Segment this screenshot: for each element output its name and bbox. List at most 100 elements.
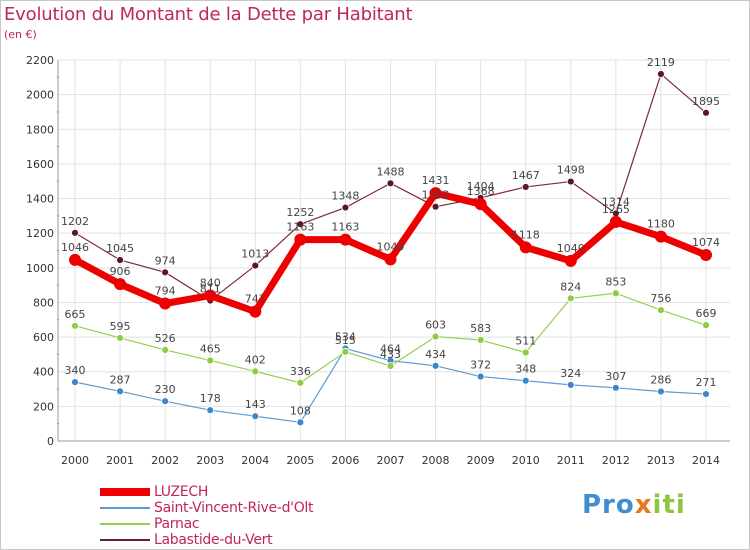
- data-labels: 340 287 230 178 143 108 534 464 434 372 348 324 307 2…: [61, 56, 720, 417]
- data-label-saint-vincent-rive-d-olt: 307: [605, 370, 626, 383]
- data-point-saint-vincent-rive-d-olt: [296, 418, 305, 427]
- data-point-saint-vincent-rive-d-olt: [476, 372, 485, 381]
- legend-swatch-saint-vincent: [100, 507, 150, 509]
- legend-label-luzech: LUZECH: [154, 484, 209, 500]
- data-label-saint-vincent-rive-d-olt: 348: [515, 363, 536, 376]
- data-label-labastide-du-vert: 1252: [286, 206, 314, 219]
- data-point-saint-vincent-rive-d-olt: [566, 380, 575, 389]
- data-point-parnac: [341, 347, 350, 356]
- data-label-luzech: 794: [155, 284, 176, 297]
- data-point-saint-vincent-rive-d-olt: [611, 383, 620, 392]
- data-point-labastide-du-vert: [341, 203, 350, 212]
- data-label-luzech: 1040: [557, 242, 585, 255]
- data-point-parnac: [431, 332, 440, 341]
- data-label-saint-vincent-rive-d-olt: 324: [560, 367, 581, 380]
- data-point-saint-vincent-rive-d-olt: [702, 390, 710, 398]
- chart-subtitle: (en €): [4, 28, 37, 41]
- data-point-saint-vincent-rive-d-olt: [116, 387, 124, 396]
- data-label-luzech: 1163: [286, 221, 314, 234]
- data-label-labastide-du-vert: 1895: [692, 95, 720, 108]
- data-point-parnac: [206, 356, 215, 365]
- data-point-luzech: [114, 278, 127, 291]
- data-label-saint-vincent-rive-d-olt: 372: [470, 359, 491, 372]
- data-point-parnac: [702, 321, 710, 330]
- data-label-parnac: 669: [696, 307, 717, 320]
- x-tick-label: 2001: [106, 454, 134, 467]
- data-label-parnac: 515: [335, 334, 356, 347]
- data-point-labastide-du-vert: [657, 70, 665, 78]
- data-point-parnac: [251, 367, 260, 376]
- logo-part-1: Pro: [582, 490, 635, 520]
- data-label-labastide-du-vert: 1467: [512, 169, 540, 182]
- data-label-luzech: 1368: [467, 185, 495, 198]
- data-label-labastide-du-vert: 1348: [331, 190, 359, 203]
- data-label-labastide-du-vert: 1488: [377, 165, 405, 178]
- data-label-luzech: 1431: [422, 174, 450, 187]
- data-point-saint-vincent-rive-d-olt: [521, 376, 530, 385]
- logo-part-2: x: [634, 490, 653, 520]
- y-tick-label: 0: [47, 435, 54, 448]
- data-point-luzech: [384, 253, 397, 266]
- data-point-labastide-du-vert: [71, 228, 79, 237]
- data-point-parnac: [476, 336, 485, 344]
- data-label-labastide-du-vert: 1404: [467, 180, 495, 193]
- legend-label-parnac: Parnac: [154, 516, 200, 532]
- data-point-labastide-du-vert: [702, 108, 710, 117]
- data-point-luzech: [294, 233, 307, 246]
- line-chart: 0 200 400 600 800 1000 1200 1400 1600 1800 2000 220…: [26, 54, 730, 467]
- x-tick-label: 2005: [286, 454, 314, 467]
- data-point-luzech: [159, 297, 172, 310]
- data-label-labastide-du-vert: 2119: [647, 56, 675, 69]
- data-point-parnac: [521, 348, 530, 357]
- data-point-labastide-du-vert: [386, 179, 395, 188]
- data-label-luzech: 1074: [692, 236, 720, 249]
- y-tick-label: 1200: [26, 227, 54, 240]
- data-point-labastide-du-vert: [116, 256, 124, 264]
- data-point-saint-vincent-rive-d-olt: [431, 361, 440, 370]
- data-label-parnac: 853: [605, 275, 626, 288]
- x-tick-label: 2000: [61, 454, 89, 467]
- data-label-saint-vincent-rive-d-olt: 108: [290, 404, 311, 417]
- data-point-parnac: [71, 321, 79, 330]
- x-tick-label: 2007: [377, 454, 405, 467]
- x-tick-label: 2004: [241, 454, 269, 467]
- data-label-labastide-du-vert: 811: [200, 283, 221, 296]
- y-tick-label: 2000: [26, 89, 54, 102]
- data-point-luzech: [339, 233, 352, 246]
- data-label-luzech: 906: [110, 265, 131, 278]
- data-label-saint-vincent-rive-d-olt: 230: [155, 383, 176, 396]
- legend-item-labastide: Labastide-du-Vert: [100, 532, 313, 548]
- logo-part-3: iti: [652, 490, 686, 520]
- y-tick-label: 2200: [26, 54, 54, 67]
- data-point-saint-vincent-rive-d-olt: [71, 378, 79, 387]
- data-label-parnac: 511: [515, 335, 536, 348]
- data-point-parnac: [611, 289, 620, 298]
- data-point-labastide-du-vert: [566, 177, 575, 186]
- data-label-luzech: 840: [200, 277, 221, 290]
- x-tick-label: 2013: [647, 454, 675, 467]
- data-point-luzech: [519, 241, 532, 254]
- data-label-saint-vincent-rive-d-olt: 434: [425, 348, 446, 361]
- legend-item-parnac: Parnac: [100, 516, 313, 532]
- y-tick-label: 200: [33, 400, 54, 413]
- data-point-luzech: [700, 249, 712, 262]
- x-tick-label: 2003: [196, 454, 224, 467]
- x-tick-label: 2011: [557, 454, 585, 467]
- chart-title: Evolution du Montant de la Dette par Hab…: [4, 4, 413, 25]
- data-point-parnac: [116, 334, 124, 342]
- data-point-parnac: [161, 346, 170, 354]
- data-point-parnac: [386, 362, 395, 370]
- x-tick-label: 2010: [512, 454, 540, 467]
- data-label-luzech: 1049: [377, 240, 405, 253]
- y-tick-label: 800: [33, 296, 54, 309]
- data-label-saint-vincent-rive-d-olt: 534: [335, 331, 356, 344]
- data-label-parnac: 824: [560, 280, 581, 293]
- legend-item-luzech: LUZECH: [100, 484, 313, 500]
- data-label-parnac: 756: [650, 292, 671, 305]
- data-label-luzech: 1118: [512, 228, 540, 241]
- data-point-saint-vincent-rive-d-olt: [251, 412, 260, 421]
- data-point-labastide-du-vert: [161, 268, 170, 277]
- x-tick-label: 2006: [331, 454, 359, 467]
- x-tick-label: 2012: [602, 454, 630, 467]
- data-label-labastide-du-vert: 1353: [422, 189, 450, 202]
